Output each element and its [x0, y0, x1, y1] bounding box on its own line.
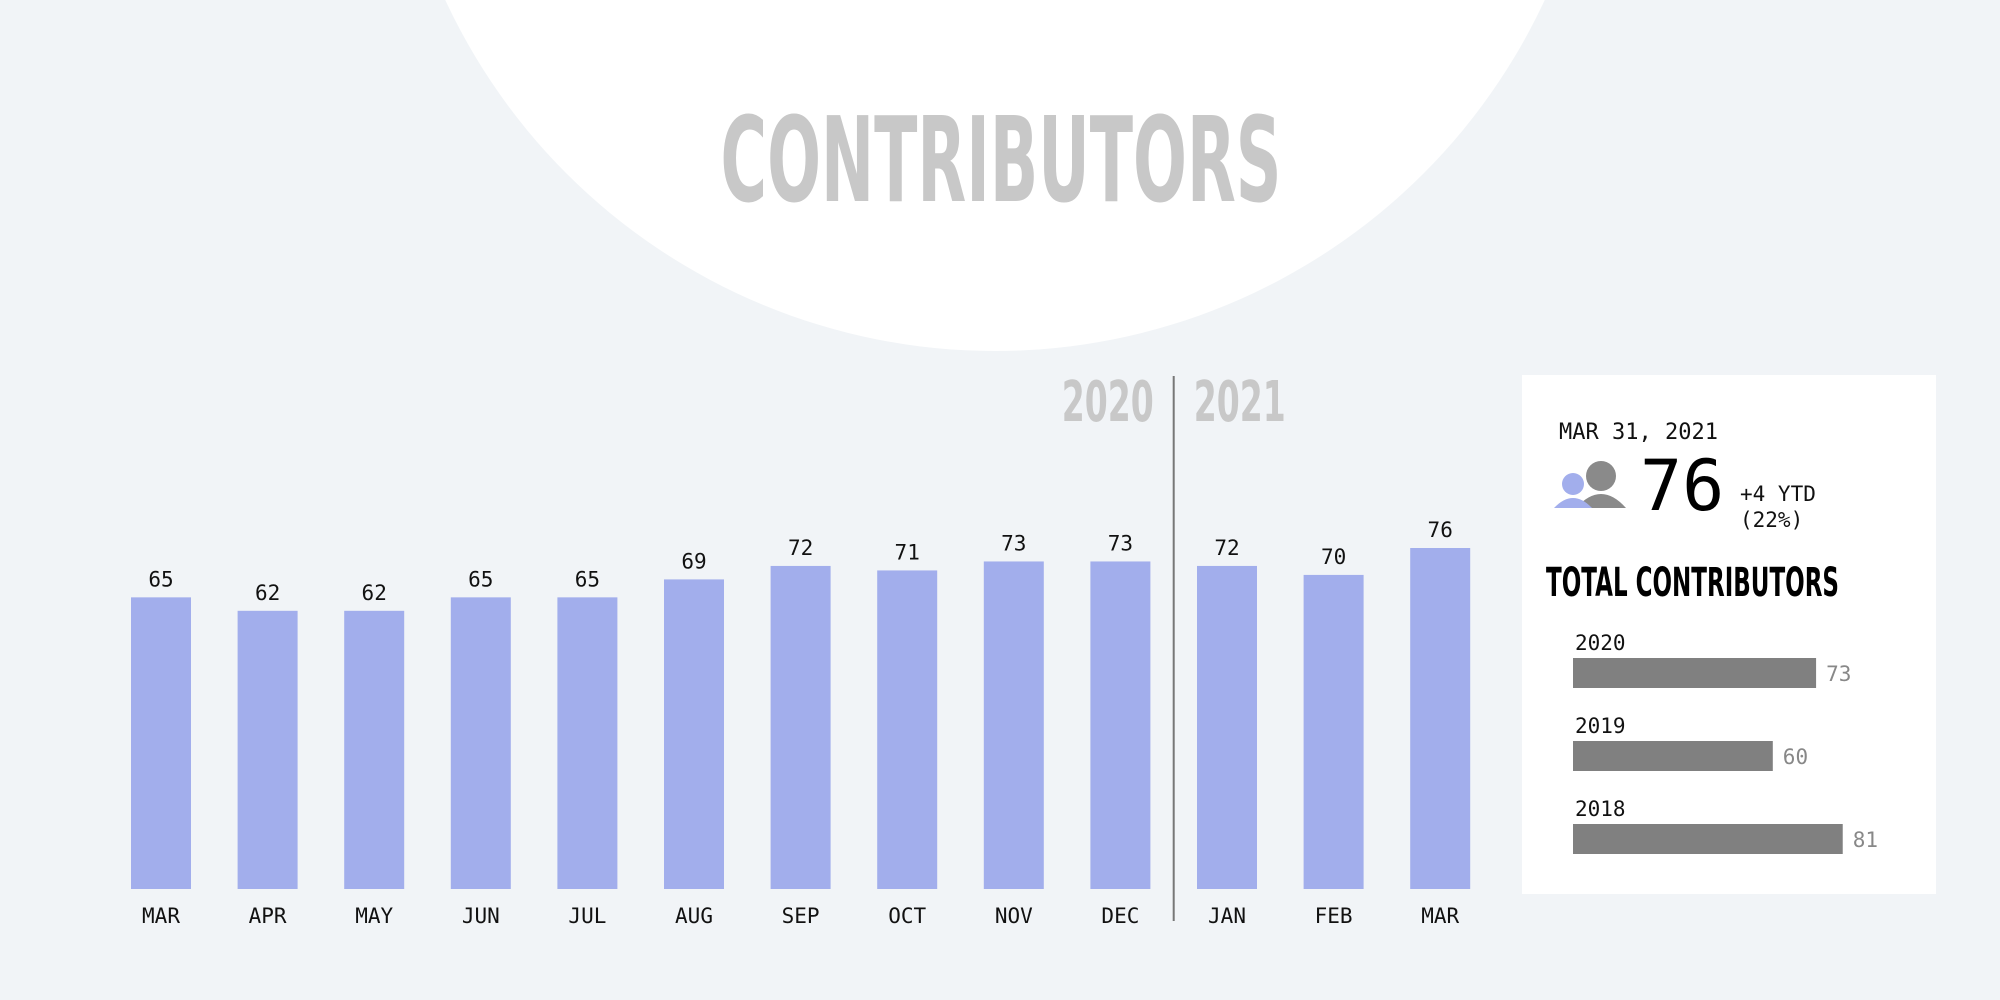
x-tick-label: MAY	[355, 904, 393, 928]
hbar	[1573, 741, 1773, 771]
x-tick-label: JUL	[568, 904, 606, 928]
bar	[237, 610, 298, 889]
contributors-icon	[1554, 461, 1626, 508]
x-tick-label: APR	[249, 904, 287, 928]
value-label: 73	[1001, 531, 1026, 555]
value-label: 71	[895, 540, 920, 564]
value-label: 76	[1428, 518, 1453, 542]
x-tick-label: MAR	[142, 904, 180, 928]
bar	[557, 597, 618, 889]
bar-label: 2018	[1575, 797, 1626, 821]
value-label: 72	[1214, 536, 1239, 560]
chart-title: TOTAL CONTRIBUTORS	[1546, 560, 1839, 606]
bar	[664, 579, 724, 889]
hbar	[1573, 658, 1817, 688]
header-circle	[445, 0, 1545, 351]
bar-label: 2020	[1575, 631, 1626, 655]
year-label: 2021	[1194, 370, 1286, 435]
value-label: 65	[148, 567, 173, 591]
x-tick-label: JAN	[1208, 904, 1246, 928]
bar	[1410, 548, 1471, 889]
stat-change-pct: (22%)	[1740, 508, 1803, 532]
bar	[983, 561, 1044, 889]
value-label: 62	[362, 581, 387, 605]
x-tick-label: AUG	[675, 904, 713, 928]
value-label: 73	[1826, 662, 1851, 686]
value-label: 73	[1108, 531, 1133, 555]
bar-label: 2019	[1575, 714, 1626, 738]
value-label: 70	[1321, 545, 1346, 569]
bar	[131, 597, 191, 889]
value-label: 65	[575, 567, 600, 591]
stat-date: MAR 31, 2021	[1559, 420, 1718, 445]
x-tick-label: MAR	[1421, 904, 1459, 928]
value-label: 60	[1783, 745, 1808, 769]
page-title: CONTRIBUTORS	[721, 91, 1282, 229]
bar	[1090, 561, 1151, 889]
value-label: 62	[255, 581, 280, 605]
bar	[450, 597, 511, 889]
bar	[344, 610, 405, 889]
x-tick-label: DEC	[1101, 904, 1139, 928]
hbar	[1573, 824, 1843, 854]
value-label: 69	[681, 549, 706, 573]
stat-change: +4 YTD	[1740, 482, 1816, 506]
bar	[770, 565, 831, 889]
year-label: 2020	[1062, 370, 1154, 435]
x-tick-label: NOV	[995, 904, 1033, 928]
bar	[877, 570, 938, 889]
bar	[1197, 565, 1257, 889]
x-tick-label: FEB	[1315, 904, 1353, 928]
value-label: 65	[468, 567, 493, 591]
x-tick-label: OCT	[888, 904, 926, 928]
x-tick-label: JUN	[462, 904, 500, 928]
x-tick-label: SEP	[782, 904, 820, 928]
stat-value: 76	[1640, 445, 1724, 527]
value-label: 81	[1853, 828, 1878, 852]
summary-card	[1522, 375, 1936, 894]
value-label: 72	[788, 536, 813, 560]
bar	[1303, 574, 1364, 889]
